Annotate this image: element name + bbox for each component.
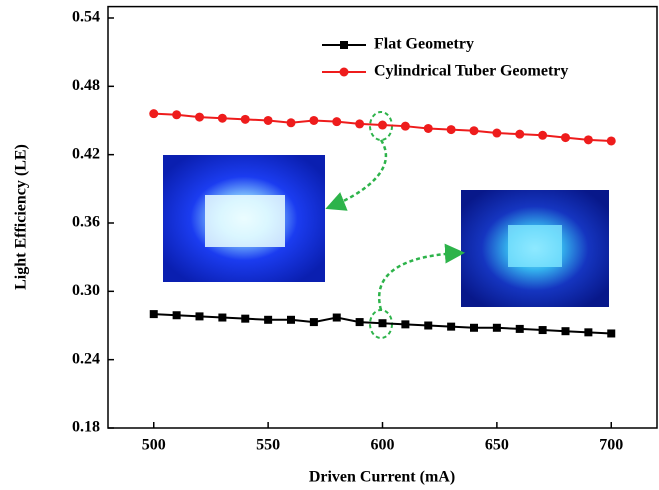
y-tick-label: 0.36 <box>72 214 100 231</box>
marker <box>401 122 410 131</box>
marker <box>539 326 547 334</box>
legend-marker <box>340 68 349 77</box>
legend-marker <box>340 41 348 49</box>
marker <box>264 116 273 125</box>
marker <box>516 325 524 333</box>
marker <box>241 115 250 124</box>
marker <box>309 116 318 125</box>
marker <box>492 129 501 138</box>
arrow <box>379 253 460 310</box>
marker <box>172 110 181 119</box>
marker <box>379 319 387 327</box>
marker <box>150 310 158 318</box>
legend-label: Cylindrical Tuber Geometry <box>374 63 568 80</box>
marker <box>355 119 364 128</box>
marker <box>584 328 592 336</box>
x-tick-label: 600 <box>371 437 395 454</box>
marker <box>287 118 296 127</box>
marker <box>218 114 227 123</box>
marker <box>607 136 616 145</box>
marker <box>562 327 570 335</box>
marker <box>447 323 455 331</box>
marker <box>470 324 478 332</box>
marker <box>173 311 181 319</box>
marker <box>378 121 387 130</box>
marker <box>493 324 501 332</box>
marker <box>515 130 524 139</box>
y-tick-label: 0.30 <box>72 282 100 299</box>
marker <box>538 131 547 140</box>
x-tick-label: 550 <box>256 437 280 454</box>
x-tick-label: 700 <box>599 437 623 454</box>
marker <box>196 312 204 320</box>
marker <box>287 316 295 324</box>
marker <box>447 125 456 134</box>
led-photo <box>163 155 325 282</box>
marker <box>424 321 432 329</box>
y-tick-label: 0.18 <box>72 419 100 436</box>
marker <box>332 117 341 126</box>
marker <box>149 109 158 118</box>
y-axis-label: Light Efficiency (LE) <box>13 144 30 290</box>
y-tick-label: 0.48 <box>72 77 100 94</box>
x-tick-label: 500 <box>142 437 166 454</box>
chart: Driven Current (mA) Light Efficiency (LE… <box>0 0 659 490</box>
marker <box>310 318 318 326</box>
marker <box>561 133 570 142</box>
legend-label: Flat Geometry <box>374 36 474 53</box>
led-photo <box>461 190 609 307</box>
y-tick-label: 0.24 <box>72 350 100 367</box>
x-tick-label: 650 <box>485 437 509 454</box>
marker <box>241 315 249 323</box>
arrow <box>330 140 386 207</box>
y-tick-label: 0.54 <box>72 9 100 26</box>
page: {"chart_data": {"type": "line", "x_label… <box>0 0 659 490</box>
marker <box>607 329 615 337</box>
y-tick-label: 0.42 <box>72 145 100 162</box>
marker <box>218 314 226 322</box>
marker <box>401 320 409 328</box>
x-axis-label: Driven Current (mA) <box>309 469 455 486</box>
marker <box>470 126 479 135</box>
marker <box>584 135 593 144</box>
marker <box>333 314 341 322</box>
marker <box>424 124 433 133</box>
marker <box>356 318 364 326</box>
marker <box>264 316 272 324</box>
marker <box>195 113 204 122</box>
